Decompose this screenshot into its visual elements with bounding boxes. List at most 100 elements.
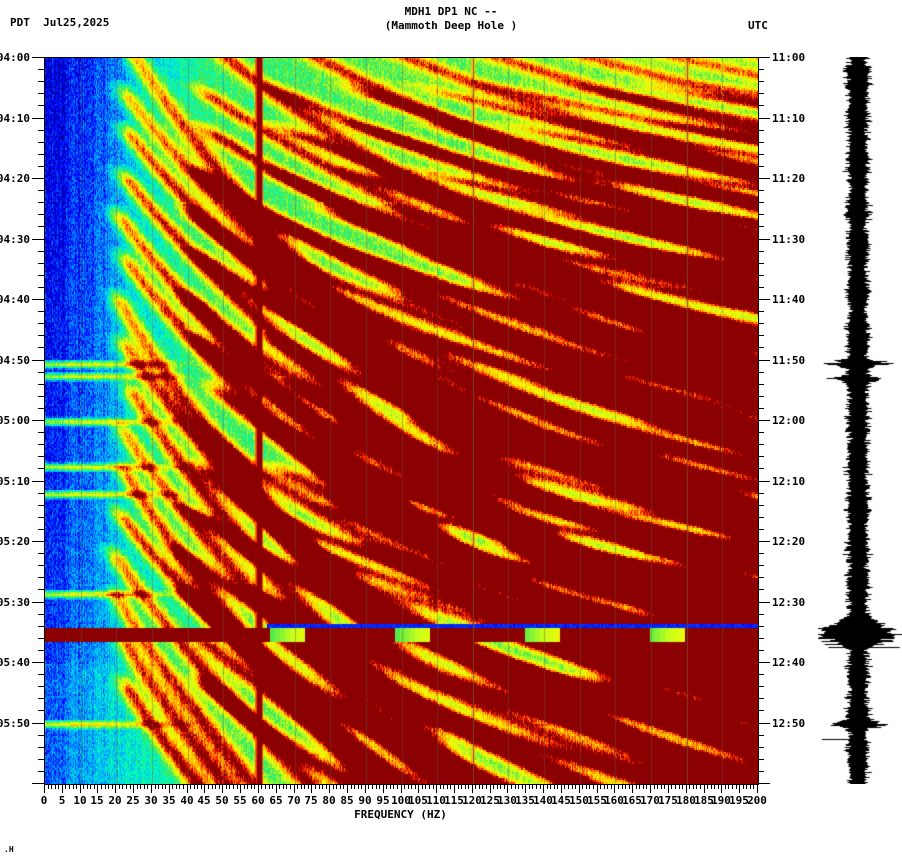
time-tick-minor [38, 710, 44, 711]
freq-tick-minor [372, 784, 373, 789]
time-tick-minor [758, 468, 764, 469]
freq-tick-minor [165, 784, 166, 789]
freq-tick-minor [229, 784, 230, 789]
freq-tick-major [276, 784, 277, 793]
freq-tick-major [204, 784, 205, 793]
time-tick-major [32, 602, 44, 603]
freq-tick-minor [522, 784, 523, 789]
freq-tick-minor [101, 784, 102, 789]
freq-tick-minor [661, 784, 662, 789]
time-tick-minor [758, 638, 764, 639]
time-tick-minor [758, 105, 764, 106]
time-tick-minor [758, 275, 764, 276]
time-tick-minor [758, 202, 764, 203]
time-tick-minor [758, 529, 764, 530]
freq-tick-minor [322, 784, 323, 789]
freq-tick-major [650, 784, 651, 793]
freq-tick-minor [532, 784, 533, 789]
freq-label: 120 [462, 794, 482, 807]
time-tick-major [32, 239, 44, 240]
freq-label: 60 [251, 794, 265, 807]
time-tick-minor [758, 444, 764, 445]
time-tick-minor [758, 214, 764, 215]
freq-tick-minor [215, 784, 216, 789]
freq-tick-minor [297, 784, 298, 789]
time-tick-minor [758, 686, 764, 687]
freq-label: 160 [604, 794, 624, 807]
freq-tick-minor [461, 784, 462, 789]
time-tick-minor [38, 372, 44, 373]
freq-tick-major [151, 784, 152, 793]
freq-tick-minor [368, 784, 369, 789]
freq-tick-major [757, 784, 758, 793]
freq-tick-minor [450, 784, 451, 789]
freq-tick-minor [379, 784, 380, 789]
freq-tick-minor [269, 784, 270, 789]
time-tick-minor [38, 166, 44, 167]
time-tick-minor [38, 686, 44, 687]
freq-label: 15 [90, 794, 104, 807]
time-tick-minor [38, 517, 44, 518]
freq-label: 75 [304, 794, 318, 807]
header-timezone-left: PDT [10, 16, 30, 29]
freq-tick-major [543, 784, 544, 793]
freq-tick-major [561, 784, 562, 793]
time-tick-minor [758, 626, 764, 627]
freq-tick-major [169, 784, 170, 793]
time-tick-minor [38, 577, 44, 578]
freq-tick-minor [586, 784, 587, 789]
time-tick-minor [758, 505, 764, 506]
spectrogram-canvas[interactable] [45, 58, 758, 784]
time-tick-minor [758, 650, 764, 651]
freq-tick-minor [600, 784, 601, 789]
freq-tick-minor [208, 784, 209, 789]
header-station-line: MDH1 DP1 NC -- [404, 5, 498, 18]
freq-tick-minor [547, 784, 548, 789]
time-tick-major [758, 420, 770, 421]
right-time-label: 12:10 [772, 475, 806, 488]
left-time-label: 04:10 [0, 112, 30, 125]
freq-tick-minor [447, 784, 448, 789]
time-tick-major [32, 57, 44, 58]
time-tick-minor [758, 577, 764, 578]
freq-tick-minor [108, 784, 109, 789]
freq-tick-major [311, 784, 312, 793]
time-tick-major [758, 541, 770, 542]
freq-tick-minor [433, 784, 434, 789]
freq-tick-minor [736, 784, 737, 789]
freq-tick-minor [732, 784, 733, 789]
time-tick-minor [38, 93, 44, 94]
freq-label: 190 [711, 794, 731, 807]
time-tick-major [758, 662, 770, 663]
freq-tick-minor [518, 784, 519, 789]
freq-tick-minor [422, 784, 423, 789]
time-tick-minor [758, 226, 764, 227]
freq-tick-minor [557, 784, 558, 789]
time-tick-major [758, 57, 770, 58]
freq-tick-minor [411, 784, 412, 789]
spectrogram-plot[interactable] [44, 57, 759, 785]
freq-tick-major [258, 784, 259, 793]
freq-tick-minor [158, 784, 159, 789]
freq-label: 70 [287, 794, 301, 807]
time-tick-minor [38, 589, 44, 590]
time-tick-minor [758, 432, 764, 433]
freq-tick-minor [589, 784, 590, 789]
waveform-panel [818, 57, 902, 784]
freq-tick-minor [682, 784, 683, 789]
freq-label: 115 [444, 794, 464, 807]
time-tick-minor [758, 154, 764, 155]
time-tick-major [758, 178, 770, 179]
freq-tick-minor [604, 784, 605, 789]
right-time-label: 12:20 [772, 535, 806, 548]
time-tick-major [32, 481, 44, 482]
time-tick-minor [38, 771, 44, 772]
time-tick-minor [38, 105, 44, 106]
time-tick-minor [38, 81, 44, 82]
freq-tick-minor [582, 784, 583, 789]
left-time-label: 05:10 [0, 475, 30, 488]
freq-label: 40 [180, 794, 194, 807]
freq-tick-minor [397, 784, 398, 789]
freq-tick-major [686, 784, 687, 793]
